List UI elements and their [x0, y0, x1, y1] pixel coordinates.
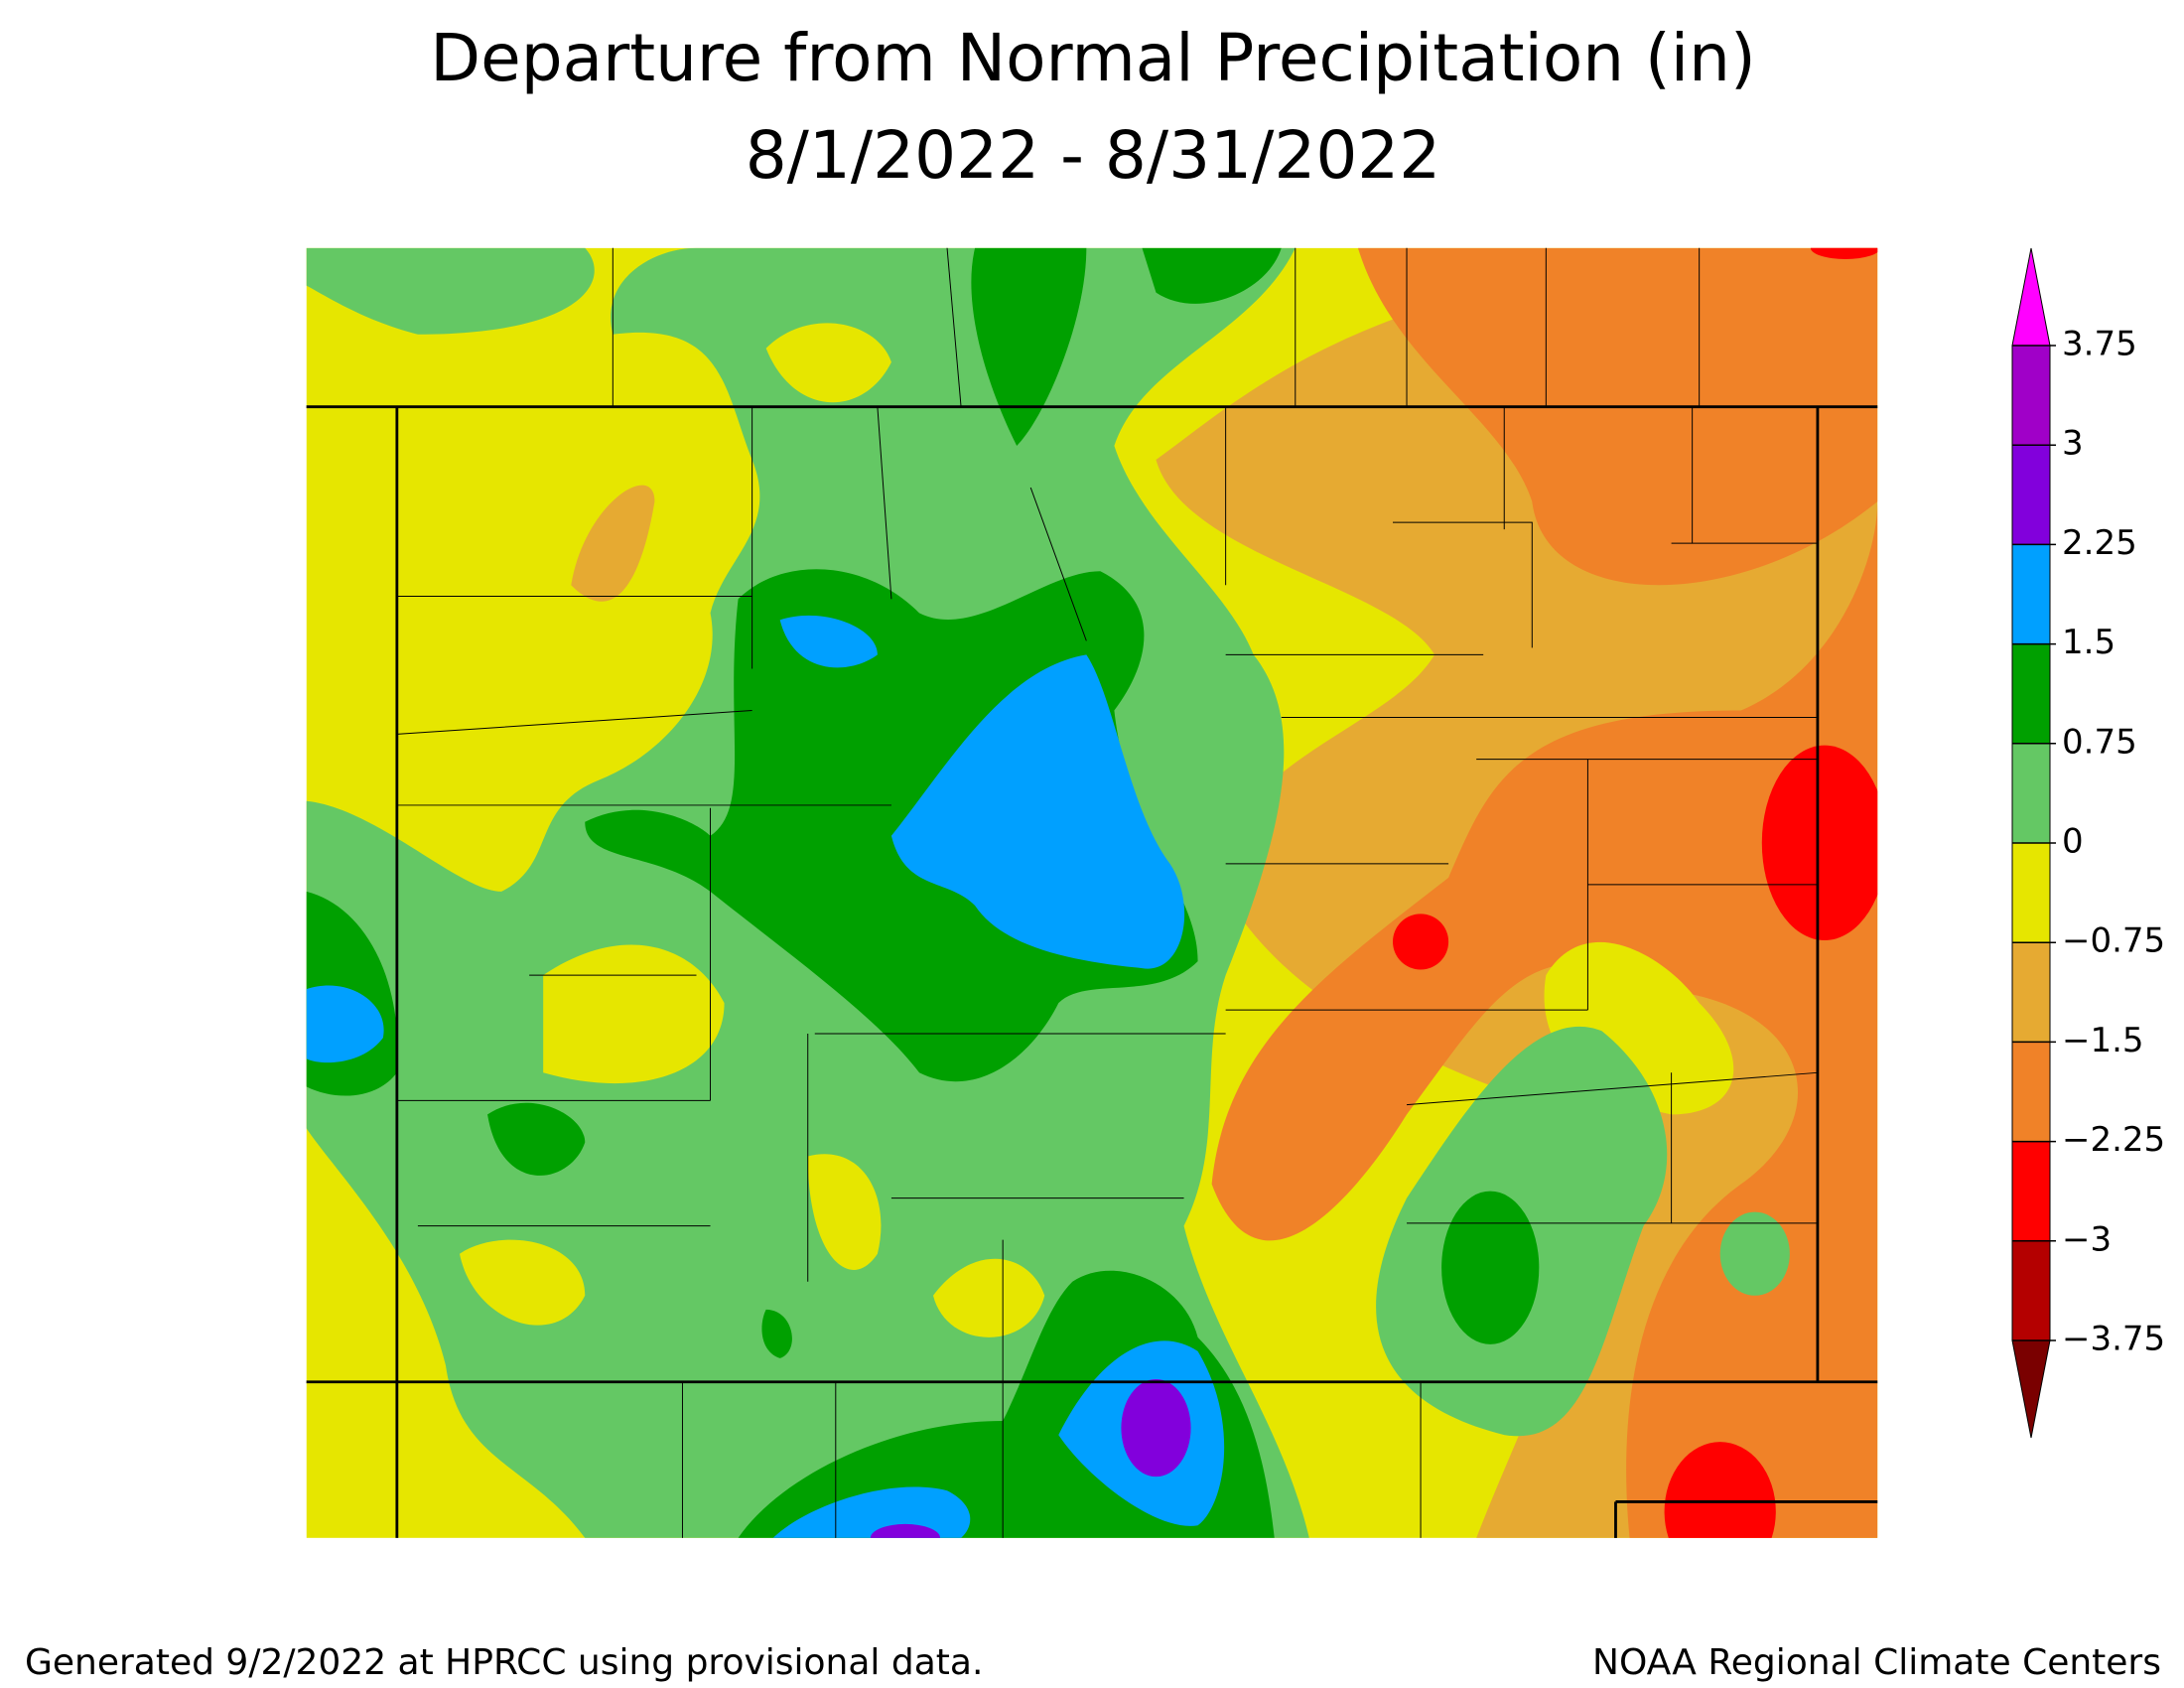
legend: −3.75 −3 −2.25 −1.5 −0.75 0 0.75 1.5 2.25 3 3.75 [2011, 247, 2165, 1439]
legend-swatch [2011, 1041, 2051, 1143]
legend-swatch [2011, 345, 2051, 446]
legend-tick-label: 3 [2062, 424, 2084, 464]
legend-tick-label: −2.25 [2062, 1120, 2165, 1160]
legend-swatch [2011, 842, 2051, 943]
legend-tick-label: −0.75 [2062, 921, 2165, 961]
legend-swatch [2011, 444, 2051, 545]
legend-tick-label: 1.5 [2062, 623, 2116, 662]
title: Departure from Normal Precipitation (in) [430, 20, 1755, 96]
map [306, 247, 1878, 1538]
legend-swatch [2011, 247, 2051, 347]
legend-tick-label: 0.75 [2062, 722, 2137, 762]
legend-swatch [2011, 643, 2051, 745]
legend-swatch [2011, 1339, 2051, 1439]
legend-tick-label: 2.25 [2062, 523, 2137, 563]
footer-right: NOAA Regional Climate Centers [1592, 1642, 2161, 1683]
legend-tick-label: −3 [2062, 1219, 2112, 1259]
legend-tick-label: −1.5 [2062, 1021, 2144, 1060]
subtitle: 8/1/2022 - 8/31/2022 [746, 117, 1441, 194]
legend-tick-label: 0 [2062, 822, 2084, 862]
legend-tick-label: −3.75 [2062, 1320, 2165, 1359]
footer-left: Generated 9/2/2022 at HPRCC using provis… [25, 1642, 983, 1683]
legend-swatch [2011, 743, 2051, 844]
legend-swatch [2011, 1240, 2051, 1341]
legend-swatch [2011, 1141, 2051, 1242]
legend-swatch [2011, 543, 2051, 645]
legend-swatch [2011, 941, 2051, 1043]
legend-tick-label: 3.75 [2062, 325, 2137, 364]
